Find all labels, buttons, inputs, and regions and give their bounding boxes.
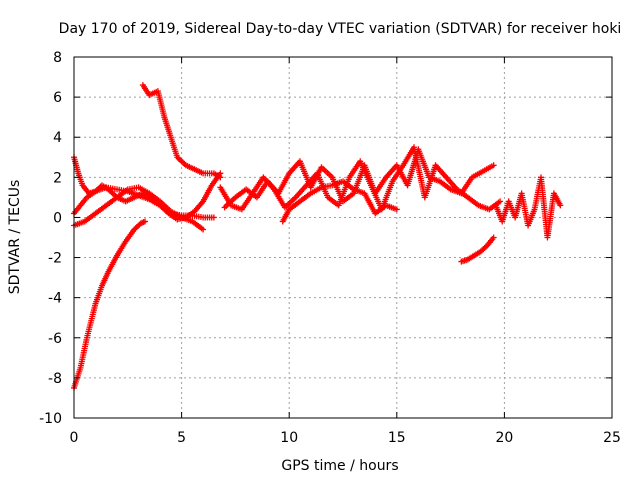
- x-tick-label: 5: [177, 430, 186, 446]
- y-tick-label: 4: [53, 130, 62, 146]
- y-tick-label: 8: [53, 50, 62, 66]
- axis-ticks: 0 5 10 15 20 25 -10 -8 -6 -4 -2 0 2 4 6 8: [39, 50, 621, 446]
- series-track-c: [71, 184, 207, 233]
- series-track-e: [139, 82, 224, 181]
- data-point: [557, 202, 564, 209]
- data-point: [142, 218, 149, 225]
- plot-border: [73, 56, 613, 419]
- y-tick-label: -8: [48, 371, 62, 387]
- x-tick-label: 10: [280, 430, 298, 446]
- series-track-h: [279, 178, 400, 225]
- y-tick-label: -6: [48, 331, 62, 347]
- y-axis-label: SDTVAR / TECUs: [7, 180, 23, 295]
- data-point: [393, 206, 400, 213]
- data-point: [490, 162, 497, 169]
- y-tick-label: -2: [48, 251, 62, 267]
- data-point: [490, 234, 497, 241]
- series-track-b: [71, 154, 224, 223]
- data-point: [497, 198, 504, 205]
- data-point: [200, 226, 207, 233]
- series-track-j: [492, 174, 564, 241]
- y-tick-label: -10: [39, 411, 62, 427]
- series-track-i: [458, 234, 497, 265]
- y-tick-label: -4: [48, 291, 62, 307]
- x-tick-label: 15: [388, 430, 406, 446]
- x-tick-label: 0: [70, 430, 79, 446]
- data-points: [71, 82, 564, 391]
- grid-lines: [73, 56, 613, 419]
- data-point: [217, 174, 224, 181]
- x-axis-label: GPS time / hours: [281, 458, 398, 474]
- series-track-d: [71, 218, 149, 391]
- x-tick-label: 25: [603, 430, 621, 446]
- chart-title: Day 170 of 2019, Sidereal Day-to-day VTE…: [59, 21, 622, 37]
- x-tick-label: 20: [495, 430, 513, 446]
- y-tick-label: 6: [53, 90, 62, 106]
- data-point: [210, 214, 217, 221]
- y-tick-label: 0: [53, 210, 62, 226]
- y-tick-label: 2: [53, 170, 62, 186]
